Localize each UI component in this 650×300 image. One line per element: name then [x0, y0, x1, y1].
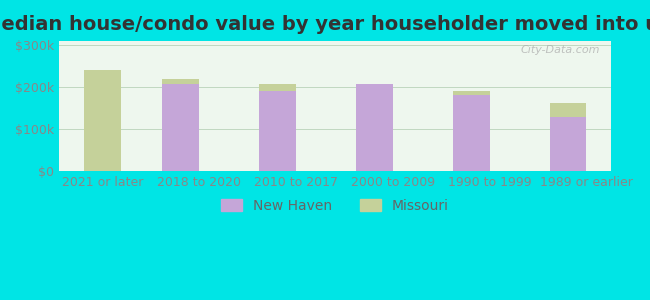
Bar — [162, 79, 200, 171]
Legend: New Haven, Missouri: New Haven, Missouri — [216, 194, 454, 218]
Bar — [549, 117, 586, 171]
Bar — [162, 84, 200, 171]
Text: City-Data.com: City-Data.com — [521, 45, 601, 55]
Title: Median house/condo value by year householder moved into unit: Median house/condo value by year househo… — [0, 15, 650, 34]
Bar — [453, 95, 489, 171]
Bar — [259, 91, 296, 171]
Bar — [453, 92, 489, 171]
Bar — [356, 84, 393, 171]
Bar — [259, 84, 296, 171]
Bar — [549, 103, 586, 171]
Bar — [356, 87, 393, 171]
Bar — [84, 70, 121, 171]
